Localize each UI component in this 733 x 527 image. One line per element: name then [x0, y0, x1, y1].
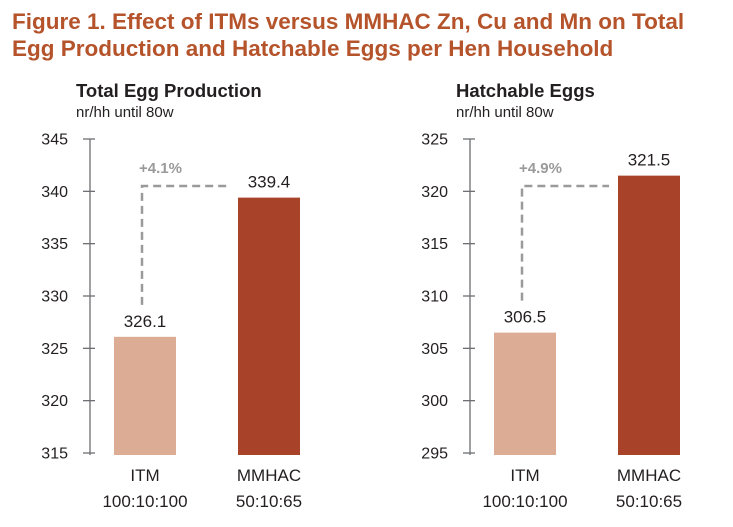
total-egg-y-tick-label: 330: [41, 289, 68, 306]
hatchable-eggs-bar-itm: [494, 332, 556, 455]
hatchable-eggs-y-tick-label: 305: [421, 341, 448, 358]
hatchable-eggs-y-tick-label: 300: [421, 393, 448, 410]
total-egg-y-tick-label: 315: [41, 446, 68, 463]
total-egg-production-panel: 315 320 325 330 335 340 345 326.1 ITM 100:10:100 3…: [0, 80, 350, 520]
hatchable-eggs-y-tick-label: 315: [421, 236, 448, 253]
hatchable-eggs-y-tick-label: 310: [421, 289, 448, 306]
total-egg-production-subtitle: nr/hh until 80w: [76, 104, 174, 121]
total-egg-increase-annotation: +4.1%: [139, 160, 182, 177]
hatchable-eggs-dashed-connector: [520, 184, 609, 301]
total-egg-y-tick-label: 325: [41, 341, 68, 358]
total-egg-y-tick-label: 335: [41, 236, 68, 253]
total-egg-y-tick-label: 320: [41, 393, 68, 410]
total-egg-y-tick-label: 340: [41, 184, 68, 201]
total-egg-category-label-itm: ITM: [130, 466, 159, 485]
total-egg-bar-itm: [114, 336, 176, 455]
total-egg-production-title: Total Egg Production: [76, 80, 262, 101]
hatchable-eggs-category-sublabel-itm: 100:10:100: [482, 492, 567, 511]
hatchable-eggs-value-label-mmhac: 321.5: [628, 151, 671, 170]
hatchable-eggs-panel: 295 300 305 310 315 320 325 306.5 ITM 100:10:100 3…: [380, 80, 730, 520]
hatchable-eggs-title: Hatchable Eggs: [456, 80, 595, 101]
figure-title-line-2: Egg Production and Hatchable Eggs per He…: [12, 36, 614, 61]
total-egg-y-tick-label: 345: [41, 132, 68, 149]
total-egg-value-label-itm: 326.1: [124, 312, 167, 331]
hatchable-eggs-subtitle: nr/hh until 80w: [456, 104, 554, 121]
hatchable-eggs-bar-mmhac: [618, 175, 680, 455]
total-egg-category-label-mmhac: MMHAC: [237, 466, 301, 485]
total-egg-value-label-mmhac: 339.4: [248, 173, 291, 192]
total-egg-category-sublabel-mmhac: 50:10:65: [236, 492, 302, 511]
hatchable-eggs-y-tick-label: 325: [421, 132, 448, 149]
hatchable-eggs-increase-annotation: +4.9%: [519, 160, 562, 177]
hatchable-eggs-category-label-itm: ITM: [510, 466, 539, 485]
hatchable-eggs-y-tick-label: 295: [421, 446, 448, 463]
hatchable-eggs-category-sublabel-mmhac: 50:10:65: [616, 492, 682, 511]
total-egg-bar-mmhac: [238, 197, 300, 455]
total-egg-dashed-connector: [140, 184, 229, 305]
hatchable-eggs-value-label-itm: 306.5: [504, 308, 547, 327]
figure-title: Figure 1. Effect of ITMs versus MMHAC Zn…: [12, 8, 724, 62]
figure-title-line-1: Figure 1. Effect of ITMs versus MMHAC Zn…: [12, 9, 685, 34]
total-egg-category-sublabel-itm: 100:10:100: [102, 492, 187, 511]
total-egg-production-chart: 315 320 325 330 335 340 345 326.1 ITM 100:10:100 3…: [41, 132, 302, 512]
hatchable-eggs-y-tick-label: 320: [421, 184, 448, 201]
hatchable-eggs-category-label-mmhac: MMHAC: [617, 466, 681, 485]
hatchable-eggs-chart: 295 300 305 310 315 320 325 306.5 ITM 100:10:100 3…: [421, 132, 682, 512]
